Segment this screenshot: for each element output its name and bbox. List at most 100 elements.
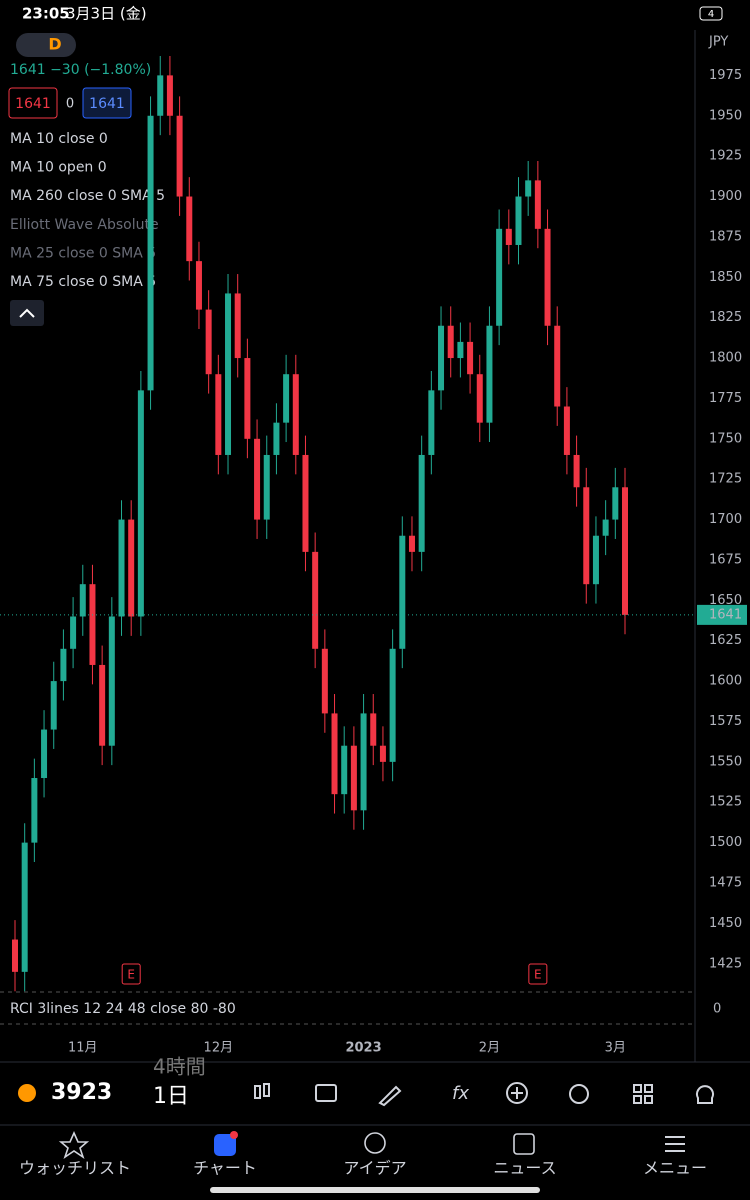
candle-body xyxy=(408,535,415,552)
candle-body xyxy=(612,487,619,520)
candle-body xyxy=(147,115,154,391)
indicator-label: MA 25 close 0 SMA 5 xyxy=(10,245,156,261)
currency: JPY xyxy=(708,35,728,50)
event-marker xyxy=(528,963,548,985)
candle-body xyxy=(379,745,386,762)
event-marker-label: E xyxy=(534,968,542,982)
candle-body xyxy=(166,75,173,116)
candle-body xyxy=(525,180,532,197)
event-marker xyxy=(121,963,141,985)
nav-label[interactable]: チャート xyxy=(193,1159,257,1178)
watchlist-icon[interactable] xyxy=(58,1131,90,1159)
y-tick-label: 1850 xyxy=(709,270,742,285)
y-tick-label: 1950 xyxy=(709,108,742,123)
indicator-label: MA 260 close 0 SMA 5 xyxy=(10,188,165,204)
candle-body xyxy=(515,196,522,245)
candle-body xyxy=(118,519,125,617)
candle-body xyxy=(263,454,270,520)
price-change: 1641 −30 (−1.80%) xyxy=(10,62,151,78)
x-tick-label: 2月 xyxy=(479,1041,500,1056)
last-price-box xyxy=(697,604,747,625)
chart-icon[interactable] xyxy=(214,1134,236,1156)
candle-body xyxy=(592,535,599,585)
symbol[interactable]: D xyxy=(48,35,61,54)
candle-body xyxy=(137,390,144,617)
clock: 23:05 xyxy=(22,5,70,23)
x-tick-label: 11月 xyxy=(68,1041,98,1056)
y-tick-label: 1600 xyxy=(709,674,742,689)
candle-body xyxy=(505,228,512,245)
candle-body xyxy=(341,745,348,795)
y-tick-label: 1825 xyxy=(709,310,742,325)
nav-label[interactable]: ウォッチリスト xyxy=(19,1159,131,1178)
menu-icon[interactable] xyxy=(665,1136,685,1152)
candle-body xyxy=(534,180,541,229)
candle-body xyxy=(186,196,193,262)
formula-icon[interactable]: fx xyxy=(452,1083,469,1104)
candle-body xyxy=(50,681,57,730)
nav-label[interactable]: メニュー xyxy=(643,1159,707,1178)
y-tick-label: 1550 xyxy=(709,754,742,769)
buy-button[interactable] xyxy=(82,87,132,119)
candle-body xyxy=(360,713,367,811)
candle-body xyxy=(283,374,290,423)
bottom-nav xyxy=(58,1131,685,1159)
candle-body xyxy=(399,535,406,649)
x-tick-label: 12月 xyxy=(204,1041,234,1056)
candle-body xyxy=(583,487,590,585)
y-tick-label: 1775 xyxy=(709,391,742,406)
candle-body xyxy=(41,729,48,779)
indicator-label: MA 10 open 0 xyxy=(10,160,107,176)
candle-body xyxy=(389,648,396,762)
y-tick-label: 1975 xyxy=(709,68,742,83)
y-tick-label: 1500 xyxy=(709,835,742,850)
candle-body xyxy=(205,309,212,375)
candle-body xyxy=(457,341,464,359)
nav-label[interactable]: アイデア xyxy=(343,1159,406,1178)
candle-body xyxy=(331,713,338,795)
watch-count[interactable]: 3923 xyxy=(51,1080,112,1105)
candle-body xyxy=(370,713,377,746)
last-price-label: 1641 xyxy=(709,607,742,622)
y-tick-label: 1425 xyxy=(709,956,742,971)
y-tick-label: 1525 xyxy=(709,795,742,810)
candle-body xyxy=(622,487,628,615)
y-tick-label: 1675 xyxy=(709,552,742,567)
candle-body xyxy=(467,341,474,375)
nav-label[interactable]: ニュース xyxy=(493,1159,556,1178)
sell-price[interactable]: 1641 xyxy=(15,96,51,112)
candle-body xyxy=(31,778,38,843)
spread: 0 xyxy=(66,97,74,112)
candle-body xyxy=(602,519,609,536)
candle-body xyxy=(554,325,561,407)
interval[interactable]: 1日 xyxy=(153,1084,189,1109)
candle-body xyxy=(225,293,232,455)
rci-label: RCI 3lines 12 24 48 close 80 -80 xyxy=(10,1001,236,1017)
candle-body xyxy=(563,406,570,455)
candle-body xyxy=(89,584,96,665)
candle-body xyxy=(79,584,86,617)
rci-axis-label: 0 xyxy=(713,1002,721,1017)
candle-body xyxy=(273,422,280,455)
candle-body xyxy=(99,664,106,746)
interval-above[interactable]: 4時間 xyxy=(153,1055,206,1079)
collapse-button[interactable] xyxy=(10,300,44,326)
home-indicator xyxy=(210,1187,540,1193)
candle-body xyxy=(254,438,261,520)
candle-body xyxy=(302,454,309,552)
candle-body xyxy=(195,261,202,310)
candle-body xyxy=(312,551,319,649)
y-tick-label: 1700 xyxy=(709,512,742,527)
candle-body xyxy=(544,228,551,326)
y-tick-label: 1875 xyxy=(709,229,742,244)
candle-body xyxy=(438,325,445,391)
news-icon[interactable] xyxy=(513,1133,535,1155)
buy-price[interactable]: 1641 xyxy=(89,96,125,112)
sell-button[interactable] xyxy=(8,87,58,119)
y-tick-label: 1900 xyxy=(709,189,742,204)
y-tick-label: 1450 xyxy=(709,916,742,931)
toolbar-icons[interactable] xyxy=(254,1082,714,1107)
symbol-pill[interactable] xyxy=(16,33,76,57)
ideas-icon[interactable] xyxy=(364,1132,386,1154)
